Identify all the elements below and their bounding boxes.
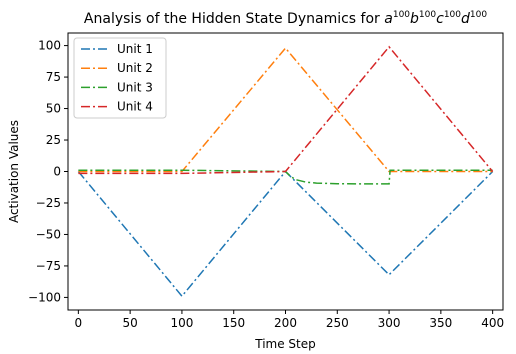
legend-label: Unit 2 bbox=[117, 61, 153, 75]
series-line-unit-2 bbox=[78, 46, 493, 173]
y-tick-label: −50 bbox=[36, 227, 61, 241]
x-tick-label: 150 bbox=[222, 316, 245, 330]
plot-area bbox=[77, 45, 494, 298]
x-tick-label: 400 bbox=[481, 316, 504, 330]
x-tick-label: 0 bbox=[75, 316, 83, 330]
legend-label: Unit 4 bbox=[117, 100, 153, 114]
legend-box bbox=[73, 37, 167, 119]
axis-ticks: 0 50 100 150 200 250 300 350 4001007550250−25−50… bbox=[28, 39, 504, 330]
x-tick-label: 50 bbox=[123, 316, 138, 330]
legend: Unit 1 Unit 2 Unit 3 Unit 4 bbox=[73, 37, 167, 119]
y-tick-label: −100 bbox=[28, 290, 61, 304]
y-tick-label: −75 bbox=[36, 259, 61, 273]
y-tick-label: 0 bbox=[53, 165, 61, 179]
y-tick-label: 50 bbox=[46, 102, 61, 116]
legend-label: Unit 3 bbox=[117, 80, 153, 94]
x-tick-label: 350 bbox=[429, 316, 452, 330]
y-tick-label: 100 bbox=[38, 39, 61, 53]
axes-frame bbox=[67, 32, 504, 311]
y-tick-label: −25 bbox=[36, 196, 61, 210]
x-axis-label: Time Step bbox=[254, 337, 316, 351]
y-tick-label: 25 bbox=[46, 133, 61, 147]
legend-label: Unit 1 bbox=[117, 42, 153, 56]
series-line-unit-4 bbox=[78, 45, 494, 175]
x-tick-label: 250 bbox=[326, 316, 349, 330]
chart-title: Analysis of the Hidden State Dynamics fo… bbox=[84, 10, 487, 27]
x-tick-label: 100 bbox=[170, 316, 193, 330]
x-tick-label: 300 bbox=[378, 316, 401, 330]
y-axis-label: Activation Values bbox=[7, 120, 21, 223]
x-tick-label: 200 bbox=[274, 316, 297, 330]
y-tick-label: 75 bbox=[46, 70, 61, 84]
